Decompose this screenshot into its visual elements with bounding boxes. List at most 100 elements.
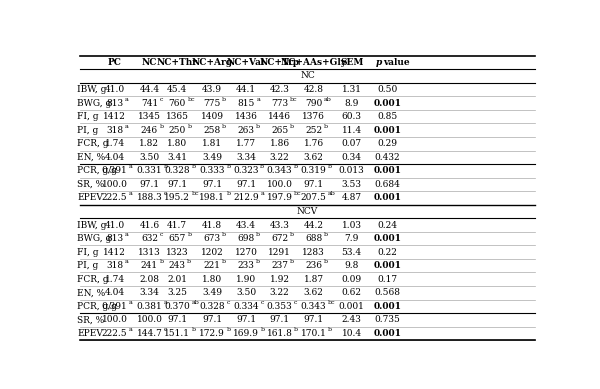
Text: 3.50: 3.50 <box>236 288 256 297</box>
Text: 3.49: 3.49 <box>202 153 222 162</box>
Text: 4.04: 4.04 <box>104 288 125 297</box>
Text: 1446: 1446 <box>268 112 291 121</box>
Text: b: b <box>226 327 230 332</box>
Text: 1.81: 1.81 <box>202 139 222 148</box>
Text: 3.62: 3.62 <box>304 153 323 162</box>
Text: 250: 250 <box>169 126 186 135</box>
Text: 41.8: 41.8 <box>202 221 222 230</box>
Text: b: b <box>222 259 226 264</box>
Text: b: b <box>164 164 168 169</box>
Text: 0.001: 0.001 <box>373 329 401 338</box>
Text: 1.87: 1.87 <box>304 275 323 284</box>
Text: EPEV: EPEV <box>77 329 103 338</box>
Text: 3.25: 3.25 <box>167 288 187 297</box>
Text: 0.323: 0.323 <box>233 166 259 175</box>
Text: 773: 773 <box>271 98 288 108</box>
Text: 170.1: 170.1 <box>301 329 326 338</box>
Text: FCR, g: FCR, g <box>77 139 109 148</box>
Text: 1345: 1345 <box>138 112 161 121</box>
Text: a: a <box>124 259 128 264</box>
Text: 42.3: 42.3 <box>269 85 290 94</box>
Text: 1.82: 1.82 <box>139 139 160 148</box>
Text: ab: ab <box>323 96 331 102</box>
Text: 195.2: 195.2 <box>164 193 190 202</box>
Text: b: b <box>191 327 196 332</box>
Text: 0.370: 0.370 <box>164 302 190 311</box>
Text: 0.319: 0.319 <box>301 166 326 175</box>
Text: 252: 252 <box>305 126 322 135</box>
Text: b: b <box>328 327 332 332</box>
Text: b: b <box>289 259 293 264</box>
Text: IBW, g: IBW, g <box>77 221 107 230</box>
Text: 9.8: 9.8 <box>344 261 359 270</box>
Text: a: a <box>129 300 133 305</box>
Text: 688: 688 <box>305 234 322 243</box>
Text: 100.0: 100.0 <box>136 315 163 324</box>
Text: 0.07: 0.07 <box>341 139 362 148</box>
Text: 698: 698 <box>238 234 255 243</box>
Text: b: b <box>256 259 260 264</box>
Text: 3.22: 3.22 <box>270 153 289 162</box>
Text: 0.381: 0.381 <box>137 302 162 311</box>
Text: 318: 318 <box>106 126 123 135</box>
Text: c: c <box>159 232 163 237</box>
Text: 44.1: 44.1 <box>236 85 256 94</box>
Text: 0.001: 0.001 <box>373 193 401 202</box>
Text: 197.9: 197.9 <box>266 193 293 202</box>
Text: NC+AAs+Gly: NC+AAs+Gly <box>281 58 347 67</box>
Text: b: b <box>227 191 230 196</box>
Text: 0.001: 0.001 <box>373 126 401 135</box>
Text: 3.22: 3.22 <box>270 288 289 297</box>
Text: 198.1: 198.1 <box>199 193 225 202</box>
Text: b: b <box>191 164 196 169</box>
Text: 0.391: 0.391 <box>101 302 127 311</box>
Text: b: b <box>187 232 191 237</box>
Text: 144.7: 144.7 <box>136 329 163 338</box>
Text: 1291: 1291 <box>268 248 291 257</box>
Text: c: c <box>164 191 167 196</box>
Text: 1.90: 1.90 <box>236 275 256 284</box>
Text: a: a <box>256 96 260 102</box>
Text: 0.013: 0.013 <box>339 166 365 175</box>
Text: EPEV: EPEV <box>77 193 103 202</box>
Text: 0.001: 0.001 <box>373 98 401 108</box>
Text: 1270: 1270 <box>235 248 257 257</box>
Text: 172.9: 172.9 <box>199 329 225 338</box>
Text: bc: bc <box>328 300 335 305</box>
Text: 233: 233 <box>238 261 254 270</box>
Text: 44.4: 44.4 <box>139 85 160 94</box>
Text: 7.9: 7.9 <box>344 234 359 243</box>
Text: 0.09: 0.09 <box>341 275 362 284</box>
Text: 43.9: 43.9 <box>202 85 222 94</box>
Text: 43.3: 43.3 <box>269 221 290 230</box>
Text: 1.03: 1.03 <box>341 221 362 230</box>
Text: 1.80: 1.80 <box>202 275 222 284</box>
Text: 0.001: 0.001 <box>373 261 401 270</box>
Text: 207.5: 207.5 <box>301 193 326 202</box>
Text: 243: 243 <box>169 261 186 270</box>
Text: 41.7: 41.7 <box>167 221 187 230</box>
Text: NC+Arg: NC+Arg <box>191 58 233 67</box>
Text: 318: 318 <box>106 261 123 270</box>
Text: b: b <box>328 164 332 169</box>
Text: b: b <box>323 232 328 237</box>
Text: c: c <box>164 327 167 332</box>
Text: 1283: 1283 <box>302 248 325 257</box>
Text: 97.1: 97.1 <box>269 315 290 324</box>
Text: 97.1: 97.1 <box>304 315 323 324</box>
Text: 1202: 1202 <box>201 248 224 257</box>
Text: 0.62: 0.62 <box>341 288 362 297</box>
Text: 0.343: 0.343 <box>267 166 292 175</box>
Text: 3.34: 3.34 <box>139 288 160 297</box>
Text: 741: 741 <box>141 98 158 108</box>
Text: 0.328: 0.328 <box>199 302 225 311</box>
Text: value: value <box>383 58 410 67</box>
Text: 41.0: 41.0 <box>104 221 125 230</box>
Text: b: b <box>256 232 260 237</box>
Text: 3.34: 3.34 <box>236 153 256 162</box>
Text: 1436: 1436 <box>235 112 257 121</box>
Text: 0.29: 0.29 <box>377 139 397 148</box>
Text: 0.001: 0.001 <box>373 166 401 175</box>
Text: 0.85: 0.85 <box>377 112 398 121</box>
Text: 0.334: 0.334 <box>233 302 259 311</box>
